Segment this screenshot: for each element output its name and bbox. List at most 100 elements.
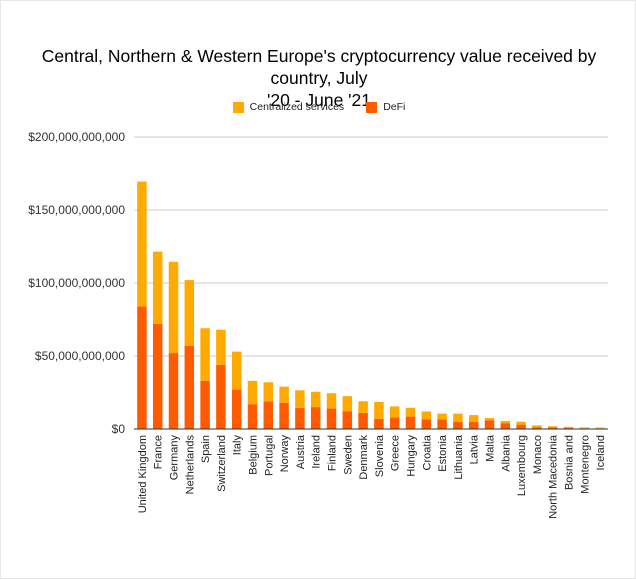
- bar-defi[interactable]: [563, 427, 574, 429]
- bar-defi[interactable]: [200, 380, 210, 429]
- bar-centralized[interactable]: [484, 418, 495, 421]
- bar-centralized[interactable]: [563, 426, 574, 428]
- chart-title-line-1: Central, Northern & Western Europe's cry…: [41, 46, 597, 88]
- x-tick-label: Bosnia and: [564, 435, 576, 490]
- x-tick-label: Monaco: [532, 435, 544, 474]
- bar-defi[interactable]: [326, 408, 337, 429]
- x-tick-label: Latvia: [469, 434, 481, 464]
- legend-label-centralized: Centralized services: [249, 101, 345, 113]
- bar-defi[interactable]: [263, 401, 274, 429]
- x-tick-label: France: [153, 435, 165, 469]
- x-tick-label: Malta: [485, 434, 497, 462]
- y-tick-label: $150,000,000,000: [28, 203, 125, 217]
- bar-centralized[interactable]: [358, 401, 368, 413]
- bar-defi[interactable]: [500, 423, 511, 429]
- legend-label-defi: DeFi: [383, 101, 406, 113]
- x-tick-label: Sweden: [342, 435, 354, 475]
- x-tick-label: Norway: [279, 435, 291, 473]
- x-tick-label: Netherlands: [184, 435, 196, 495]
- bar-defi[interactable]: [310, 407, 321, 429]
- bar-centralized[interactable]: [200, 328, 210, 381]
- bar-defi[interactable]: [168, 353, 179, 429]
- bar-centralized[interactable]: [168, 261, 179, 354]
- y-tick-label: $100,000,000,000: [28, 276, 125, 290]
- bar-centralized[interactable]: [231, 351, 242, 390]
- x-tick-label: Greece: [390, 435, 402, 471]
- bar-centralized[interactable]: [468, 415, 479, 422]
- bar-defi[interactable]: [421, 419, 432, 429]
- bar-centralized[interactable]: [421, 411, 432, 420]
- bar-centralized[interactable]: [405, 407, 416, 417]
- chart-legend: Centralized services DeFi: [1, 101, 636, 113]
- chart-title-line-2: '20 - June '21: [267, 90, 371, 110]
- bar-centralized[interactable]: [342, 396, 353, 412]
- x-tick-label: North Macedonia: [548, 434, 560, 519]
- bar-defi[interactable]: [279, 402, 289, 429]
- legend-swatch-centralized: [232, 101, 244, 113]
- bar-defi[interactable]: [247, 404, 258, 429]
- bar-centralized[interactable]: [279, 386, 289, 403]
- y-tick-label: $0: [112, 422, 126, 436]
- bar-defi[interactable]: [532, 427, 542, 429]
- x-tick-label: Iceland: [595, 435, 607, 470]
- bar-defi[interactable]: [547, 427, 558, 429]
- bar-defi[interactable]: [405, 416, 416, 429]
- bar-centralized[interactable]: [500, 420, 511, 424]
- bar-centralized[interactable]: [532, 425, 542, 428]
- x-tick-label: Luxembourg: [516, 435, 528, 496]
- x-tick-label: Hungary: [406, 435, 418, 477]
- bar-defi[interactable]: [437, 419, 447, 429]
- bar-centralized[interactable]: [295, 390, 305, 408]
- x-tick-label: Slovenia: [374, 434, 386, 477]
- bar-defi[interactable]: [216, 364, 226, 429]
- bar-defi[interactable]: [453, 421, 463, 429]
- bar-defi[interactable]: [484, 420, 495, 429]
- bar-centralized[interactable]: [374, 401, 384, 419]
- bar-centralized[interactable]: [263, 382, 274, 402]
- bar-centralized[interactable]: [579, 427, 590, 429]
- bar-defi[interactable]: [184, 345, 195, 429]
- bar-defi[interactable]: [358, 412, 368, 429]
- y-tick-label: $50,000,000,000: [35, 349, 125, 363]
- bar-centralized[interactable]: [547, 426, 558, 428]
- x-tick-label: Italy: [232, 435, 244, 456]
- x-tick-label: Spain: [200, 435, 212, 463]
- bar-centralized[interactable]: [184, 280, 195, 346]
- y-tick-label: $200,000,000,000: [28, 130, 125, 144]
- bar-centralized[interactable]: [137, 181, 147, 307]
- bar-centralized[interactable]: [310, 391, 321, 408]
- chart-title: Central, Northern & Western Europe's cry…: [19, 45, 619, 111]
- bar-centralized[interactable]: [516, 421, 526, 425]
- bar-defi[interactable]: [374, 418, 384, 429]
- bar-defi[interactable]: [389, 417, 400, 429]
- x-tick-label: United Kingdom: [137, 435, 149, 513]
- bar-defi[interactable]: [516, 424, 526, 429]
- x-tick-label: Switzerland: [216, 435, 228, 492]
- x-tick-label: Montenegro: [579, 435, 591, 494]
- x-tick-label: Belgium: [248, 435, 260, 475]
- x-tick-label: Finland: [327, 435, 339, 471]
- legend-item-centralized[interactable]: Centralized services: [232, 101, 345, 113]
- x-tick-label: Estonia: [437, 434, 449, 472]
- x-tick-label: Ireland: [311, 435, 323, 469]
- bar-defi[interactable]: [137, 306, 147, 429]
- bar-centralized[interactable]: [453, 413, 463, 422]
- bar-centralized[interactable]: [389, 406, 400, 418]
- x-tick-label: Croatia: [421, 434, 433, 470]
- bar-centralized[interactable]: [216, 329, 226, 365]
- bar-centralized[interactable]: [326, 393, 337, 409]
- bar-defi[interactable]: [468, 421, 479, 429]
- bar-defi[interactable]: [342, 411, 353, 429]
- bar-defi[interactable]: [152, 323, 163, 429]
- bar-defi[interactable]: [231, 389, 242, 429]
- bar-defi[interactable]: [295, 407, 305, 429]
- bar-centralized[interactable]: [247, 380, 258, 405]
- legend-item-defi[interactable]: DeFi: [366, 101, 405, 113]
- x-tick-label: Denmark: [358, 435, 370, 480]
- bar-centralized[interactable]: [595, 427, 605, 429]
- bar-centralized[interactable]: [152, 251, 163, 324]
- bar-centralized[interactable]: [437, 413, 447, 420]
- x-tick-label: Portugal: [263, 435, 275, 476]
